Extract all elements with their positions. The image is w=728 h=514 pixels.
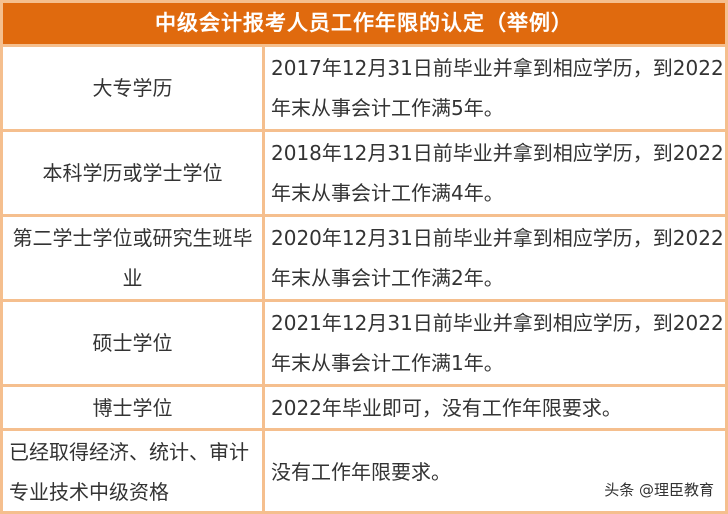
table-row: 博士学位 2022年毕业即可，没有工作年限要求。: [3, 384, 725, 428]
requirement-cell: 2018年12月31日前毕业并拿到相应学历，到2022年末从事会计工作满4年。: [271, 141, 724, 205]
requirement-cell: 2022年毕业即可，没有工作年限要求。: [271, 395, 622, 420]
education-cell: 第二学士学位或研究生班毕业: [3, 217, 265, 299]
requirement-cell: 2021年12月31日前毕业并拿到相应学历，到2022年末从事会计工作满1年。: [271, 311, 724, 375]
education-cell: 大专学历: [3, 47, 265, 129]
requirement-cell: 没有工作年限要求。: [271, 459, 451, 484]
education-cell: 已经取得经济、统计、审计专业技术中级资格: [3, 431, 265, 512]
table-title: 中级会计报考人员工作年限的认定（举例）: [3, 3, 725, 44]
table-row: 已经取得经济、统计、审计专业技术中级资格 没有工作年限要求。: [3, 428, 725, 512]
requirement-cell: 2017年12月31日前毕业并拿到相应学历，到2022年末从事会计工作满5年。: [271, 56, 724, 120]
table-row: 硕士学位 2021年12月31日前毕业并拿到相应学历，到2022年末从事会计工作满…: [3, 299, 725, 384]
education-cell: 博士学位: [3, 387, 265, 428]
watermark: 头条 @理臣教育: [604, 481, 714, 499]
education-cell: 本科学历或学士学位: [3, 132, 265, 214]
requirement-cell: 2020年12月31日前毕业并拿到相应学历，到2022年末从事会计工作满2年。: [271, 226, 724, 290]
education-cell: 硕士学位: [3, 302, 265, 384]
table-row: 第二学士学位或研究生班毕业 2020年12月31日前毕业并拿到相应学历，到2022…: [3, 214, 725, 299]
table-row: 大专学历 2017年12月31日前毕业并拿到相应学历，到2022年末从事会计工作满…: [3, 44, 725, 129]
table-row: 本科学历或学士学位 2018年12月31日前毕业并拿到相应学历，到2022年末从事…: [3, 129, 725, 214]
